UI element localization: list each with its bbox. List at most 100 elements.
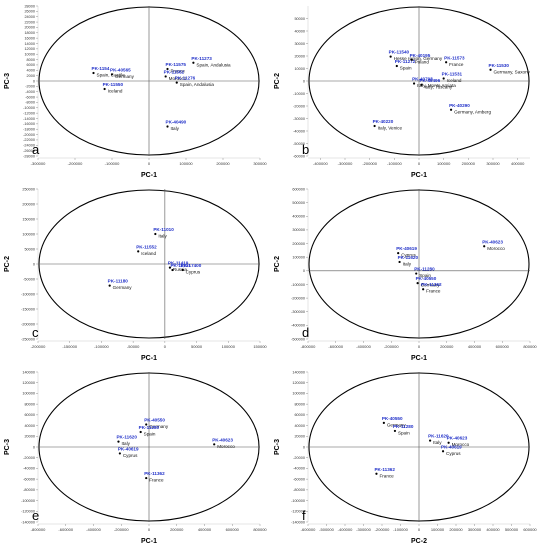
point-label: Germany, Saxony: [494, 69, 531, 74]
data-point: [422, 288, 425, 291]
point-id-label: PK-11280: [393, 424, 414, 429]
y-tick-label: -20000: [293, 456, 305, 460]
y-tick-label: -100000: [291, 283, 305, 287]
y-tick-label: 100000: [22, 232, 35, 236]
point-id-label: PK-40290: [449, 103, 470, 108]
y-tick-label: -140000: [21, 520, 35, 524]
point-id-label: PK-11010: [153, 227, 174, 232]
point-id-label: PK-40496: [419, 78, 440, 83]
point-label: France: [449, 62, 464, 67]
x-tick-label: 200000: [216, 161, 230, 166]
y-tick-label: -40000: [293, 467, 305, 471]
point-label: Italy, Monte Amiata: [417, 83, 456, 88]
point-id-label: PK-40623: [482, 239, 503, 244]
point-label: Spain: [400, 66, 412, 71]
y-tick-label: 140000: [22, 370, 35, 374]
y-tick-label: 200000: [22, 202, 35, 206]
data-point: [429, 439, 432, 442]
data-point: [110, 73, 114, 76]
y-tick-label: -10000: [293, 92, 305, 96]
y-tick-label: 20000: [24, 26, 35, 30]
point-label: Germany: [149, 424, 169, 429]
y-tick-label: 50000: [294, 17, 305, 21]
x-tick-label: 0: [148, 161, 151, 166]
x-tick-label: -400000: [338, 527, 353, 532]
y-tick-label: -80000: [293, 488, 305, 492]
data-point: [373, 124, 376, 128]
point-id-label: PK-11620: [428, 434, 449, 439]
y-tick-label: -60000: [293, 154, 305, 158]
point-label: France: [379, 473, 394, 478]
panel-b: -60000-50000-40000-30000-20000-100000100…: [274, 6, 531, 179]
x-tick-label: -150000: [62, 344, 77, 349]
point-id-label: PK-40619: [396, 246, 417, 251]
y-tick-label: -22000: [23, 138, 35, 142]
x-tick-label: -200000: [375, 527, 390, 532]
y-tick-label: -28000: [23, 154, 35, 158]
point-id-label: PK-11141: [170, 263, 191, 268]
point-label: Italy: [158, 234, 167, 239]
x-tick-label: 100000: [437, 161, 451, 166]
point-id-label: PK-40550: [382, 416, 403, 421]
y-tick-label: 20000: [24, 435, 35, 439]
y-tick-label: 0: [303, 79, 305, 83]
data-point: [164, 75, 167, 78]
data-point: [483, 245, 486, 248]
data-point: [389, 55, 392, 58]
y-tick-label: -200000: [291, 296, 305, 300]
point-id-label: PK-11562: [164, 69, 185, 74]
point-label: Spain, Andalusia: [196, 62, 231, 67]
data-point: [449, 108, 453, 111]
y-tick-label: 26000: [24, 10, 35, 14]
data-point: [118, 452, 121, 455]
y-tick-label: -20000: [23, 456, 35, 460]
point-id-label: PK-1154: [92, 66, 110, 71]
data-point: [393, 429, 397, 433]
x-tick-label: -500000: [319, 527, 334, 532]
y-tick-label: -16000: [23, 122, 35, 126]
x-tick-label: 200000: [462, 161, 476, 166]
y-tick-label: 0: [303, 445, 305, 449]
point-label: Italy: [403, 261, 412, 266]
x-tick-label: -100000: [105, 161, 120, 166]
point-id-label: PK-11531: [442, 72, 463, 77]
x-tick-label: 0: [164, 344, 167, 349]
data-point: [108, 284, 111, 287]
point-label: Cyprus: [446, 451, 461, 456]
data-point: [420, 83, 423, 86]
y-tick-label: 150000: [22, 217, 35, 221]
point-id-label: PK-11280: [414, 267, 435, 272]
point-id-label: PK-11273: [191, 56, 212, 61]
point-label: France: [426, 289, 441, 294]
y-tick-label: -100000: [21, 499, 35, 503]
y-tick-label: -200000: [21, 322, 35, 326]
y-tick-label: 40000: [24, 424, 35, 428]
point-label: Morocco: [487, 246, 505, 251]
x-tick-label: 800000: [523, 344, 537, 349]
y-tick-label: 0: [33, 262, 35, 266]
point-id-label: PK-11362: [144, 471, 165, 476]
data-point: [166, 67, 169, 71]
x-tick-label: 100000: [179, 161, 193, 166]
panel-letter: f: [302, 508, 306, 523]
y-tick-label: -20000: [293, 104, 305, 108]
data-point: [489, 68, 492, 71]
y-tick-label: 40000: [294, 29, 305, 33]
y-axis-title: PC-3: [4, 439, 11, 455]
y-tick-label: 18000: [24, 31, 35, 35]
y-tick-label: 28000: [24, 4, 35, 8]
x-tick-label: 400000: [486, 527, 500, 532]
x-axis-title: PC-1: [411, 355, 427, 362]
data-point: [139, 430, 142, 434]
x-tick-label: -200000: [384, 344, 399, 349]
y-tick-label: -12000: [23, 111, 35, 115]
point-label: Morocco: [169, 76, 187, 81]
y-axis-title: PC-2: [4, 256, 11, 272]
data-point: [213, 443, 216, 446]
x-axis-title: PC-1: [141, 172, 157, 179]
y-tick-label: -18000: [23, 128, 35, 132]
point-id-label: PK-11419: [168, 261, 189, 266]
point-label: Cyprus: [123, 453, 138, 458]
y-tick-label: -120000: [291, 510, 305, 514]
y-tick-label: -50000: [23, 277, 35, 281]
